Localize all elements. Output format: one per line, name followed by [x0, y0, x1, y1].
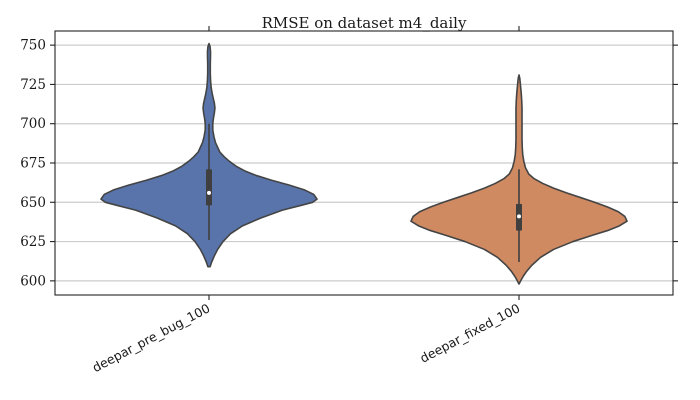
y-tick-label: 600 [20, 273, 46, 289]
y-tick-label: 725 [20, 77, 46, 93]
violin-median-dot [207, 190, 211, 195]
y-tick-label: 750 [20, 38, 46, 54]
violin-iqr-box [206, 169, 212, 206]
y-tick-label: 675 [20, 156, 46, 172]
gridlines [55, 44, 673, 282]
x-tick-label: deepar_fixed_100 [417, 300, 522, 365]
y-tick-label: 625 [20, 234, 46, 250]
violin-median-dot [517, 214, 521, 219]
y-tick-label: 650 [20, 195, 46, 211]
x-tick-label: deepar_pre_bug_100 [90, 300, 213, 375]
y-tick-label: 700 [20, 116, 46, 132]
chart-title: RMSE on dataset m4_daily [262, 14, 467, 32]
violins [100, 42, 628, 285]
